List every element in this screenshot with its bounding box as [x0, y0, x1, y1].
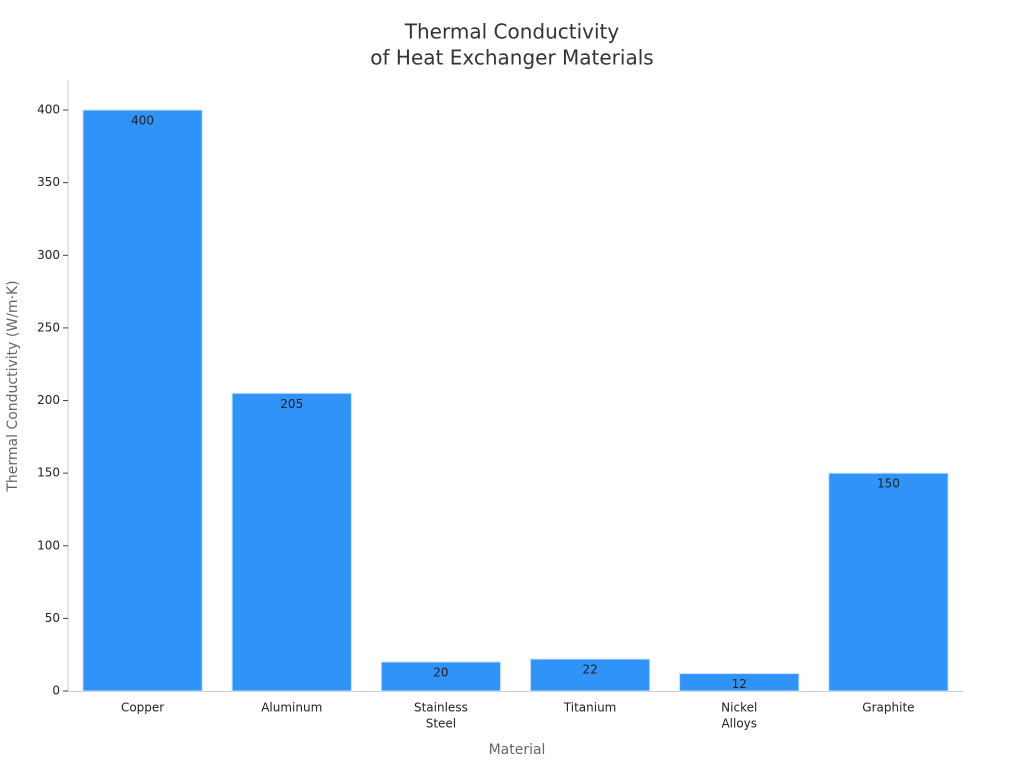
x-tick-label: Stainless	[414, 701, 468, 715]
value-label: 22	[582, 663, 597, 677]
y-tick-label: 400	[37, 103, 60, 117]
bar	[231, 392, 352, 692]
x-tick-label: Nickel	[721, 701, 757, 715]
x-tick-label: Graphite	[862, 701, 914, 715]
y-tick-label: 150	[37, 466, 60, 480]
x-tick-label: Titanium	[563, 701, 617, 715]
x-tick-label: Steel	[426, 717, 456, 731]
x-tick-label: Aluminum	[261, 701, 322, 715]
value-label: 20	[433, 665, 448, 679]
y-tick-label: 100	[37, 538, 60, 552]
y-tick-label: 300	[37, 248, 60, 262]
y-tick-label: 200	[37, 393, 60, 407]
bar	[529, 658, 651, 692]
chart-title: Thermal Conductivity	[404, 20, 620, 44]
value-label: 400	[131, 114, 154, 128]
bar	[380, 661, 502, 692]
y-tick-label: 250	[37, 320, 60, 334]
y-tick-label: 350	[37, 175, 60, 189]
chart-title: of Heat Exchanger Materials	[370, 46, 653, 70]
value-label: 205	[280, 397, 303, 411]
bar	[828, 472, 949, 692]
x-tick-label: Copper	[121, 701, 164, 715]
y-tick-label: 50	[45, 611, 60, 625]
bar	[679, 673, 800, 692]
x-axis-label: Material	[489, 742, 546, 758]
x-tick-label: Alloys	[721, 717, 757, 731]
bar	[82, 109, 203, 692]
value-label: 150	[877, 477, 900, 491]
y-tick-label: 0	[52, 684, 60, 698]
value-label: 12	[732, 677, 747, 691]
y-axis-label: Thermal Conductivity (W/m·K)	[5, 280, 21, 492]
